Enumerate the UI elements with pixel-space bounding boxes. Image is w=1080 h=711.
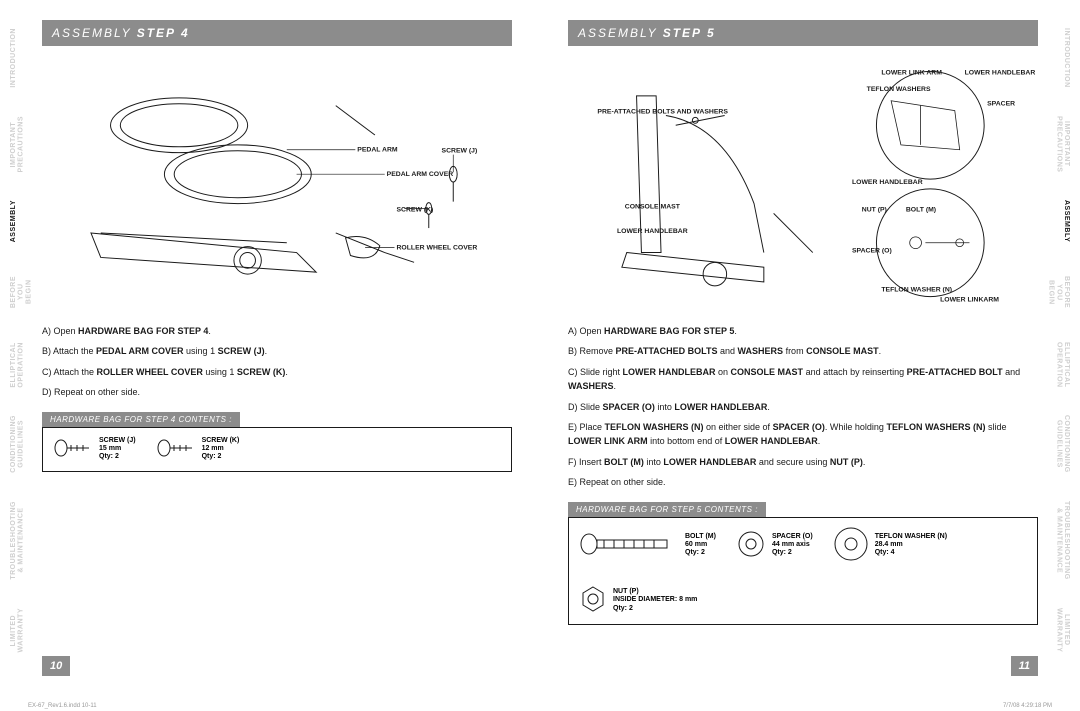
hw-item: SCREW (J)15 mmQty: 2 — [53, 436, 136, 463]
nav-tab-4: ELLIPTICALOPERATION — [8, 334, 34, 396]
hw-label: SCREW (J)15 mmQty: 2 — [99, 437, 136, 462]
nav-tab-3: BEFOREYOU BEGIN — [1046, 262, 1072, 321]
instruction-line: E) Place TEFLON WASHERS (N) on either si… — [568, 420, 1038, 449]
diagram-step4: PEDAL ARM PEDAL ARM COVER SCREW (J) SCRE… — [42, 54, 512, 314]
nav-tab-7: LIMITEDWARRANTY — [8, 600, 34, 660]
lbl-pre-attached: PRE-ATTACHED BOLTS AND WASHERS — [597, 109, 728, 116]
instruction-line: A) Open HARDWARE BAG FOR STEP 5. — [568, 324, 1038, 338]
footer-file: EX-67_Rev1.6.indd 10-11 — [28, 703, 97, 709]
nav-tab-1: IMPORTANTPRECAUTIONS — [8, 108, 34, 180]
hw-item: BOLT (M)60 mmQty: 2 — [579, 532, 716, 559]
header-prefix-5: ASSEMBLY — [578, 26, 663, 40]
label-screw-k: SCREW (K) — [396, 206, 433, 213]
hardware-box-step4: HARDWARE BAG FOR STEP 4 CONTENTS : SCREW… — [42, 412, 512, 472]
instruction-line: B) Remove PRE-ATTACHED BOLTS and WASHERS… — [568, 344, 1038, 358]
hw-item: SCREW (K)12 mmQty: 2 — [156, 436, 240, 463]
instruction-line: C) Attach the ROLLER WHEEL COVER using 1… — [42, 365, 512, 379]
nav-tab-5: CONDITIONINGGUIDELINES — [8, 407, 34, 481]
hw-icon — [579, 532, 679, 559]
header-step4: ASSEMBLY STEP 4 — [42, 20, 512, 46]
lbl-teflon-n: TEFLON WASHER (N) — [881, 287, 952, 294]
instruction-line: C) Slide right LOWER HANDLEBAR on CONSOL… — [568, 365, 1038, 394]
instruction-line: D) Slide SPACER (O) into LOWER HANDLEBAR… — [568, 400, 1038, 414]
instructions-step4: A) Open HARDWARE BAG FOR STEP 4. B) Attac… — [42, 324, 512, 400]
page-number-10: 10 — [42, 656, 70, 676]
nav-tab-7: LIMITEDWARRANTY — [1046, 600, 1072, 660]
page-10: INTRODUCTION IMPORTANTPRECAUTIONS ASSEMBLY… — [0, 0, 540, 700]
label-roller-cover: ROLLER WHEEL COVER — [396, 245, 477, 252]
footer-date: 7/7/08 4:29:18 PM — [1003, 703, 1052, 709]
instructions-step5: A) Open HARDWARE BAG FOR STEP 5. B) Remov… — [568, 324, 1038, 490]
hw-label: TEFLON WASHER (N)28.4 mmQty: 4 — [875, 533, 947, 558]
hw-icon — [579, 585, 607, 616]
lbl-console-mast: CONSOLE MAST — [625, 203, 681, 210]
sidebar-left: INTRODUCTION IMPORTANTPRECAUTIONS ASSEMBLY… — [8, 20, 34, 660]
lbl-lower-hb-top: LOWER HANDLEBAR — [965, 69, 1036, 76]
nav-tab-2: ASSEMBLY — [8, 192, 34, 250]
hw-item: SPACER (O)44 mm axisQty: 2 — [736, 529, 813, 562]
nav-tab-0: INTRODUCTION — [8, 20, 34, 96]
instruction-line: F) Insert BOLT (M) into LOWER HANDLEBAR … — [568, 455, 1038, 469]
spread: INTRODUCTION IMPORTANTPRECAUTIONS ASSEMBLY… — [0, 0, 1080, 700]
nav-tab-3: BEFOREYOU BEGIN — [8, 262, 34, 321]
lbl-spacer-top: SPACER — [987, 101, 1015, 108]
nav-tab-4: ELLIPTICALOPERATION — [1046, 334, 1072, 396]
nav-tab-1: IMPORTANTPRECAUTIONS — [1046, 108, 1072, 180]
lbl-teflon-w: TEFLON WASHERS — [867, 86, 931, 93]
label-pedal-arm-cover: PEDAL ARM COVER — [387, 171, 454, 178]
hw-item: NUT (P)INSIDE DIAMETER: 8 mmQty: 2 — [579, 585, 697, 616]
hw-title-5: HARDWARE BAG FOR STEP 5 CONTENTS : — [568, 502, 766, 517]
hardware-box-step5: HARDWARE BAG FOR STEP 5 CONTENTS : BOLT … — [568, 502, 1038, 626]
lbl-spacer-o: SPACER (O) — [852, 248, 892, 255]
footer: EX-67_Rev1.6.indd 10-11 7/7/08 4:29:18 P… — [0, 703, 1080, 709]
lbl-nut-p: NUT (P) — [862, 206, 887, 213]
hw-icon — [833, 526, 869, 565]
hw-label: BOLT (M)60 mmQty: 2 — [685, 533, 716, 558]
header-step: STEP 4 — [137, 26, 190, 40]
hw-item: TEFLON WASHER (N)28.4 mmQty: 4 — [833, 526, 947, 565]
hw-body-5: BOLT (M)60 mmQty: 2 SPACER (O)44 mm axisQ… — [568, 517, 1038, 626]
lbl-bolt-m: BOLT (M) — [906, 206, 936, 213]
page-11: INTRODUCTION IMPORTANTPRECAUTIONS ASSEMBLY… — [540, 0, 1080, 700]
hw-icon — [53, 436, 93, 463]
nav-tab-0: INTRODUCTION — [1046, 20, 1072, 96]
lbl-lower-hb2: LOWER HANDLEBAR — [852, 179, 923, 186]
hw-title-4: HARDWARE BAG FOR STEP 4 CONTENTS : — [42, 412, 240, 427]
lbl-lower-link-arm: LOWER LINK ARM — [881, 69, 942, 76]
nav-tab-6: TROUBLESHOOTING& MAINTENANCE — [8, 493, 34, 588]
hw-label: NUT (P)INSIDE DIAMETER: 8 mmQty: 2 — [613, 588, 697, 613]
nav-tab-2: ASSEMBLY — [1046, 192, 1072, 250]
instruction-line: D) Repeat on other side. — [42, 385, 512, 399]
lbl-lower-linkarm: LOWER LINKARM — [940, 297, 999, 304]
hw-label: SPACER (O)44 mm axisQty: 2 — [772, 533, 813, 558]
header-step5: ASSEMBLY STEP 5 — [568, 20, 1038, 46]
page-number-11: 11 — [1011, 656, 1038, 676]
header-prefix: ASSEMBLY — [52, 26, 137, 40]
instruction-line: E) Repeat on other side. — [568, 475, 1038, 489]
instruction-line: B) Attach the PEDAL ARM COVER using 1 SC… — [42, 344, 512, 358]
instruction-line: A) Open HARDWARE BAG FOR STEP 4. — [42, 324, 512, 338]
nav-tab-6: TROUBLESHOOTING& MAINTENANCE — [1046, 493, 1072, 588]
diagram-step5: LOWER LINK ARM LOWER HANDLEBAR TEFLON WA… — [568, 54, 1038, 314]
hw-label: SCREW (K)12 mmQty: 2 — [202, 437, 240, 462]
hw-icon — [156, 436, 196, 463]
hw-icon — [736, 529, 766, 562]
nav-tab-5: CONDITIONINGGUIDELINES — [1046, 407, 1072, 481]
label-pedal-arm: PEDAL ARM — [357, 147, 398, 154]
header-step-5: STEP 5 — [663, 26, 716, 40]
lbl-lower-hb: LOWER HANDLEBAR — [617, 228, 688, 235]
hw-body-4: SCREW (J)15 mmQty: 2 SCREW (K)12 mmQty: 2 — [42, 427, 512, 472]
label-screw-j: SCREW (J) — [442, 148, 478, 155]
sidebar-right: INTRODUCTION IMPORTANTPRECAUTIONS ASSEMBLY… — [1046, 20, 1072, 660]
